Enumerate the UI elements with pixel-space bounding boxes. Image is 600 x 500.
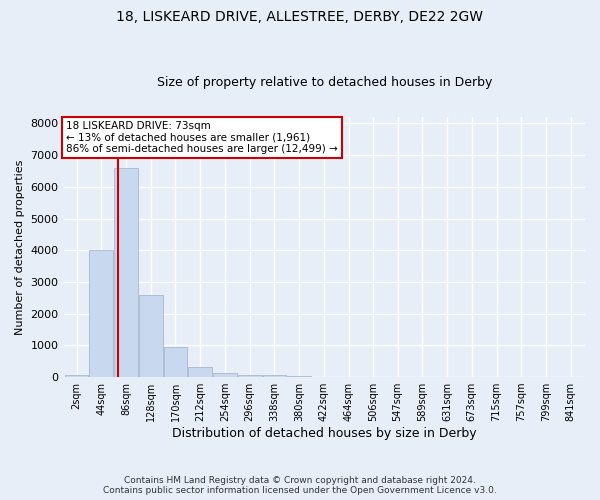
Bar [188,366,212,377]
Bar [263,376,286,377]
Bar [164,347,187,377]
Bar [114,168,138,377]
Bar [238,374,262,377]
Bar [213,374,237,377]
X-axis label: Distribution of detached houses by size in Derby: Distribution of detached houses by size … [172,427,476,440]
Y-axis label: Number of detached properties: Number of detached properties [15,160,25,335]
Text: Contains HM Land Registry data © Crown copyright and database right 2024.
Contai: Contains HM Land Registry data © Crown c… [103,476,497,495]
Bar [287,376,311,377]
Title: Size of property relative to detached houses in Derby: Size of property relative to detached ho… [157,76,492,90]
Text: 18 LISKEARD DRIVE: 73sqm
← 13% of detached houses are smaller (1,961)
86% of sem: 18 LISKEARD DRIVE: 73sqm ← 13% of detach… [66,121,338,154]
Bar [89,250,113,377]
Bar [65,374,88,377]
Text: 18, LISKEARD DRIVE, ALLESTREE, DERBY, DE22 2GW: 18, LISKEARD DRIVE, ALLESTREE, DERBY, DE… [116,10,484,24]
Bar [139,294,163,377]
